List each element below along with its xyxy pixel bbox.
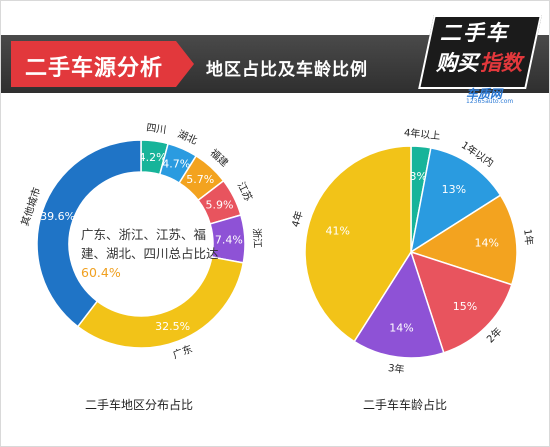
chart0-category-label-3: 江苏	[235, 180, 256, 204]
chart0-slice-6	[36, 139, 142, 328]
chart0-category-label-5: 广东	[171, 342, 194, 361]
title-tag	[11, 41, 176, 87]
center-note-text: 广东、浙江、江苏、福建、湖北、四川总占比达	[81, 227, 219, 261]
chart1-value-label-4: 14%	[389, 322, 413, 335]
chart1-category-label-5: 4年	[289, 209, 306, 228]
chart1-category-label-2: 1年	[521, 228, 536, 246]
chart1-value-label-3: 15%	[453, 300, 477, 313]
chart1-value-label-1: 13%	[442, 183, 466, 196]
chart1-category-label-4: 3年	[387, 361, 405, 376]
chart1-slice-4	[353, 250, 445, 359]
chart1-value-label-5: 41%	[325, 225, 349, 238]
logo-line-2a: 购买	[436, 51, 478, 75]
chart0-value-label-3: 5.9%	[206, 198, 234, 211]
brand-logo: 二手车 购买 指数 车质网 12365auto.com	[418, 9, 542, 105]
chart0-category-label-2: 福建	[208, 146, 232, 169]
right-chart-caption: 二手车车龄占比	[363, 398, 448, 412]
chart1-value-label-2: 14%	[474, 236, 498, 249]
chart0-category-label-1: 湖北	[176, 128, 199, 147]
chart1-value-label-0: 3%	[409, 170, 426, 183]
page-subtitle: 地区占比及车龄比例	[206, 60, 368, 80]
chart1-category-label-3: 2年	[484, 325, 505, 346]
page-title: 二手车源分析	[25, 56, 164, 81]
chart1-slice-2	[409, 194, 518, 286]
chart1-slice-5	[304, 145, 412, 343]
logo-site-url: 12365auto.com	[466, 98, 514, 105]
chart0-category-label-4: 浙江	[250, 228, 263, 249]
chart1-slice-1	[409, 147, 502, 254]
left-chart-caption: 二手车地区分布占比	[85, 398, 194, 412]
chart0-category-label-0: 四川	[146, 123, 167, 137]
chart1-category-label-0: 4年以上	[403, 126, 440, 142]
logo-line-1: 二手车	[440, 21, 509, 45]
chart0-value-label-1: 4.7%	[162, 157, 190, 170]
logo-line-2b: 指数	[480, 51, 522, 75]
chart0-value-label-5: 32.5%	[155, 320, 190, 333]
donut-center-note: 广东、浙江、江苏、福建、湖北、四川总占比达 60.4%	[81, 225, 221, 282]
chart0-value-label-0: 4.2%	[139, 151, 167, 164]
chart0-value-label-6: 39.6%	[40, 210, 75, 223]
logo-site: 车质网	[466, 87, 503, 101]
center-note-highlight: 60.4%	[81, 265, 121, 280]
chart0-value-label-2: 5.7%	[186, 173, 214, 186]
chart0-value-label-4: 7.4%	[215, 234, 243, 247]
title-tag-arrow	[176, 41, 194, 87]
